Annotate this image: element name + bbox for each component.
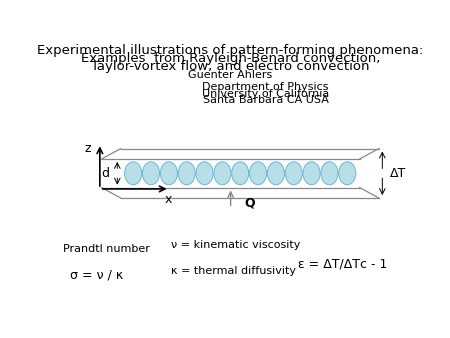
Text: Experimental illustrations of pattern-forming phenomena:: Experimental illustrations of pattern-fo…: [37, 45, 424, 57]
Text: University of California: University of California: [202, 89, 329, 99]
Text: Taylor-vortex flow, and electro convection: Taylor-vortex flow, and electro convecti…: [91, 60, 370, 73]
Ellipse shape: [249, 162, 266, 185]
Text: Department of Physics: Department of Physics: [202, 82, 329, 92]
Ellipse shape: [321, 162, 338, 185]
Ellipse shape: [214, 162, 231, 185]
Text: ε = ΔT/ΔTᴄ - 1: ε = ΔT/ΔTᴄ - 1: [297, 258, 387, 271]
Text: Q: Q: [245, 197, 255, 210]
Text: κ = thermal diffusivity: κ = thermal diffusivity: [171, 266, 297, 276]
Text: ν = kinematic viscosity: ν = kinematic viscosity: [171, 240, 301, 250]
Ellipse shape: [196, 162, 213, 185]
Ellipse shape: [143, 162, 160, 185]
Ellipse shape: [232, 162, 249, 185]
Text: z: z: [85, 142, 91, 155]
Ellipse shape: [339, 162, 356, 185]
Ellipse shape: [303, 162, 320, 185]
Ellipse shape: [160, 162, 177, 185]
Ellipse shape: [125, 162, 142, 185]
Text: σ = ν / κ: σ = ν / κ: [70, 268, 123, 281]
Text: Guenter Ahlers: Guenter Ahlers: [189, 70, 273, 80]
Text: Santa Barbara CA USA: Santa Barbara CA USA: [202, 95, 328, 105]
Text: d: d: [101, 167, 109, 180]
Text: ΔT: ΔT: [390, 167, 406, 180]
Text: x: x: [164, 193, 171, 206]
Text: Examples  from Rayleigh-Benard convection,: Examples from Rayleigh-Benard convection…: [81, 52, 380, 65]
Text: Prandtl number: Prandtl number: [63, 244, 150, 254]
Ellipse shape: [178, 162, 195, 185]
Ellipse shape: [267, 162, 284, 185]
Ellipse shape: [285, 162, 302, 185]
